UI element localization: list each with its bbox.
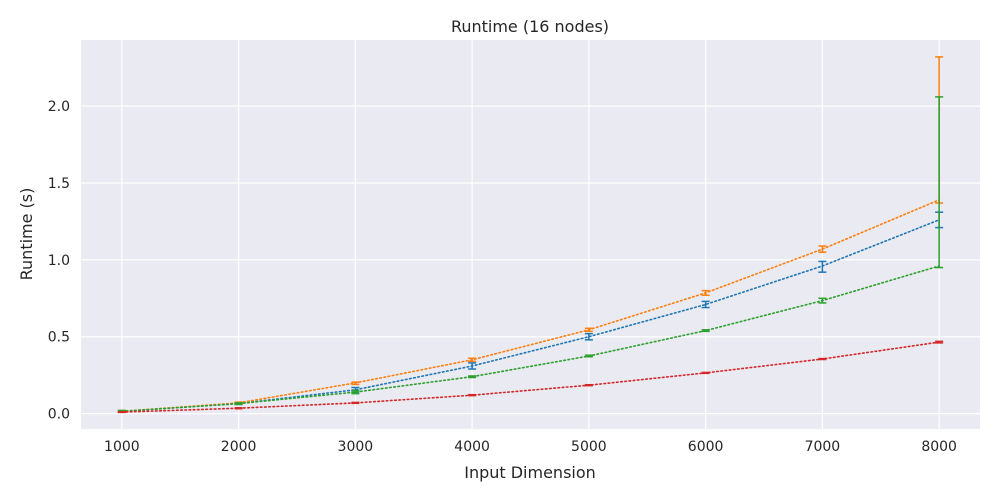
x-tick-label: 8000 [921,439,957,455]
series-4 [117,340,944,414]
x-tick-label: 5000 [571,439,607,455]
x-tick-label: 2000 [221,439,257,455]
y-tick-label: 1.5 [48,176,70,192]
series-line [121,199,940,413]
x-tick-label: 6000 [688,439,724,455]
y-tick-label: 2.0 [48,99,70,115]
series-line [121,341,940,413]
x-tick-label: 4000 [454,439,490,455]
x-tick-labels: 1000 2000 3000 4000 5000 6000 7000 8000 [104,439,957,455]
y-tick-label: 0.0 [48,407,70,423]
series-layer [117,56,944,414]
y-axis-title: Runtime (s) [17,188,36,281]
series-3 [117,96,944,413]
x-tick-label: 1000 [104,439,140,455]
chart-title: Runtime (16 nodes) [451,17,609,36]
y-tick-label: 1.0 [48,253,70,269]
y-tick-labels: 0.0 0.5 1.0 1.5 2.0 [48,99,70,423]
y-tick-label: 0.5 [48,330,70,346]
series-line [121,265,940,413]
x-tick-label: 7000 [805,439,841,455]
grid [81,40,980,429]
plot-area [81,40,980,429]
x-tick-label: 3000 [338,439,374,455]
x-axis-title: Input Dimension [464,463,596,482]
